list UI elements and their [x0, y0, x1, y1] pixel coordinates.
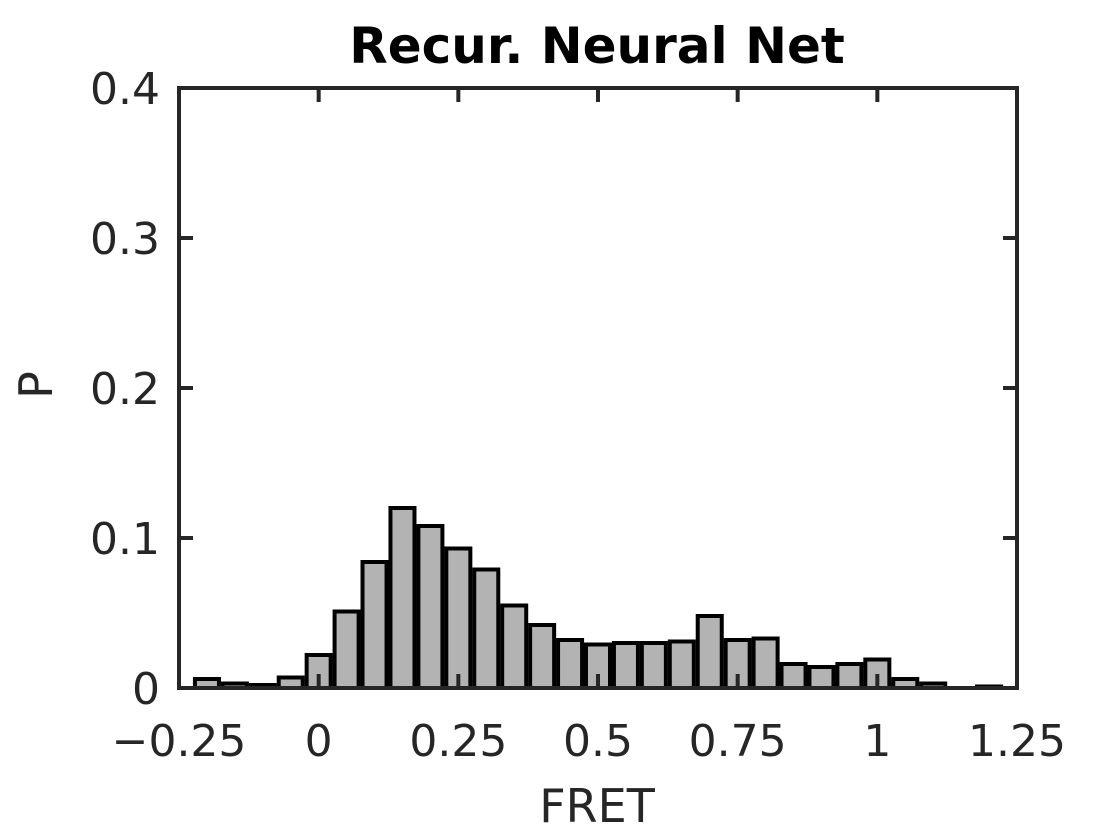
histogram-bar [556, 638, 585, 690]
y-tick-label: 0.2 [90, 364, 160, 415]
histogram-bar [807, 665, 836, 690]
histogram-bar [695, 614, 724, 690]
x-tick-label: 0 [305, 716, 333, 767]
histogram-bar [444, 546, 473, 690]
ticks-group [177, 86, 1019, 690]
x-axis-label: FRET [539, 779, 655, 833]
histogram-bar [528, 623, 557, 690]
histogram-bar [751, 636, 780, 690]
histogram-bar [667, 639, 696, 690]
plot-frame [177, 86, 1019, 690]
histogram-bar [500, 603, 529, 690]
histogram-bar [388, 506, 417, 690]
histogram-bar [472, 567, 501, 690]
chart-title: Recur. Neural Net [349, 17, 845, 75]
histogram-bar [611, 641, 640, 690]
y-axis-label: P [9, 371, 63, 399]
histogram-bar [835, 662, 864, 690]
x-tick-label: 0.25 [409, 716, 507, 767]
x-tick-label: 1.25 [968, 716, 1066, 767]
histogram-bar [416, 524, 445, 690]
x-tick-label: 1 [863, 716, 891, 767]
histogram-bar [360, 560, 389, 690]
x-tick-label: 0.5 [563, 716, 633, 767]
y-tick-label: 0.3 [90, 214, 160, 265]
bars-group [192, 506, 1004, 690]
x-tick-label: 0.75 [689, 716, 787, 767]
histogram-bar [332, 609, 361, 690]
y-tick-label: 0.1 [90, 514, 160, 565]
x-tick-label: −0.25 [112, 716, 247, 767]
y-tick-label: 0 [132, 664, 160, 715]
histogram-bar [779, 662, 808, 690]
histogram-bar [639, 641, 668, 690]
y-tick-label: 0.4 [90, 64, 160, 115]
